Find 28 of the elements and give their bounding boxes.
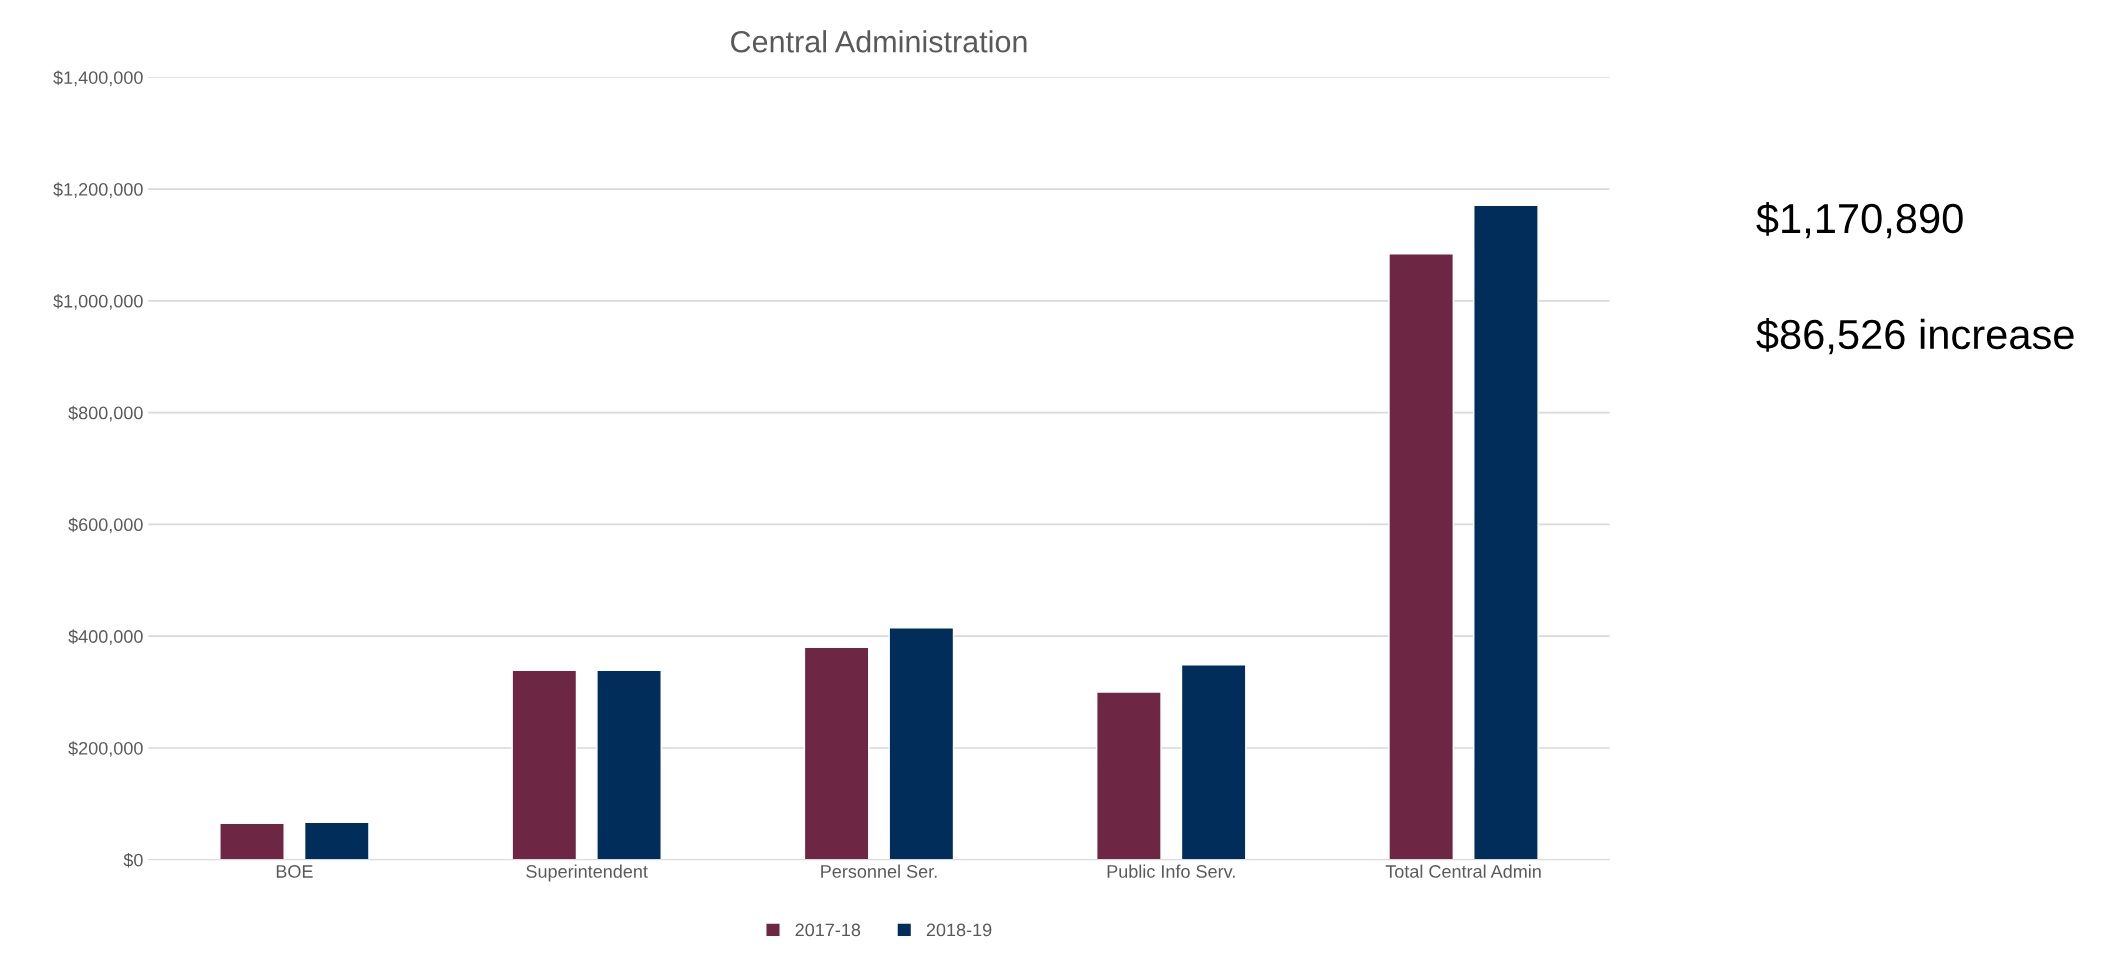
text: $1,170,890 <box>1756 202 1963 239</box>
bar <box>888 627 955 860</box>
bar <box>596 669 662 860</box>
y-tick-label: $1,400,000 <box>53 70 143 87</box>
bar <box>511 669 578 860</box>
bar <box>1180 663 1247 860</box>
x-tick-label: BOE <box>276 865 313 878</box>
y-tick-label: $1,200,000 <box>53 182 143 198</box>
x-tick-label: Public Info Serv. <box>1107 864 1235 878</box>
y-tick-label: $0 <box>123 852 143 868</box>
chart-title: Central Administration <box>731 30 1027 53</box>
text: $86,526 increase <box>1756 318 2074 355</box>
y-tick-label: $800,000 <box>68 405 143 422</box>
bar <box>1388 253 1455 860</box>
bar <box>803 646 870 860</box>
bar <box>1473 204 1539 860</box>
x-tick-label: Personnel Ser. <box>821 864 937 878</box>
x-tick-label: Total Central Admin <box>1385 864 1541 878</box>
bar <box>219 822 285 860</box>
y-tick-label: $600,000 <box>68 517 143 534</box>
bar <box>303 821 370 860</box>
y-tick-label: $200,000 <box>68 741 143 757</box>
y-tick-label: $400,000 <box>68 629 143 646</box>
bar <box>1096 691 1162 860</box>
x-tick-label: Superintendent <box>526 864 648 882</box>
legend-label: 2017-18 <box>795 923 861 937</box>
y-tick-label: $1,000,000 <box>53 294 143 310</box>
legend-label: 2018-19 <box>926 923 992 937</box>
